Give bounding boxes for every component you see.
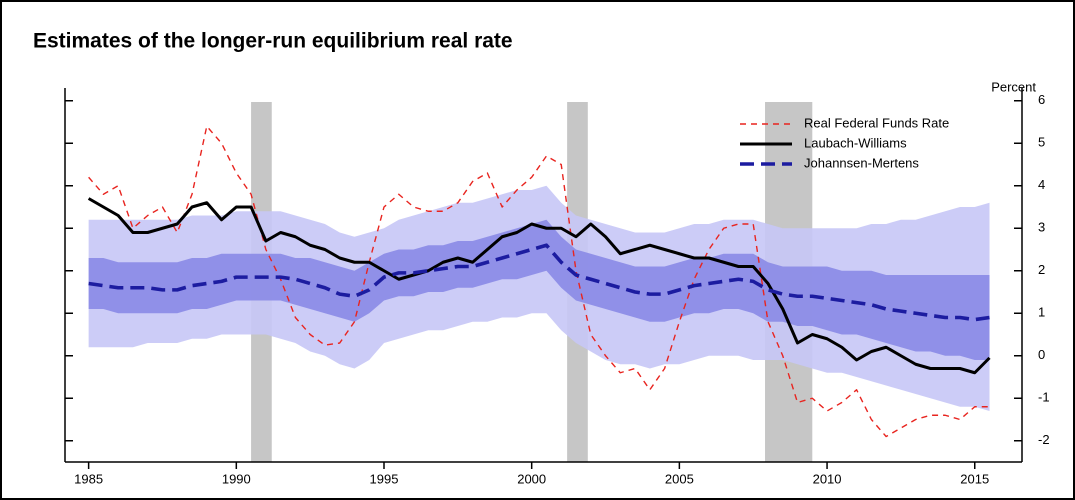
y-tick-label: 2 — [1038, 262, 1045, 277]
y-tick-label: -2 — [1038, 432, 1050, 447]
uncertainty-band — [88, 185, 990, 411]
x-tick-label: 1995 — [370, 471, 399, 486]
y-axis-label: Percent — [991, 79, 1036, 94]
legend-label: Real Federal Funds Rate — [804, 115, 949, 130]
chart-title: Estimates of the longer-run equilibrium … — [33, 30, 513, 53]
x-tick-label: 1990 — [222, 471, 251, 486]
x-tick-label: 1985 — [74, 471, 103, 486]
y-tick-label: 3 — [1038, 220, 1045, 235]
y-tick-label: 6 — [1038, 92, 1045, 107]
series-line — [88, 125, 990, 438]
y-tick-label: -1 — [1038, 390, 1050, 405]
series-line — [88, 243, 990, 322]
x-tick-label: 2005 — [665, 471, 694, 486]
y-tick-label: 0 — [1038, 347, 1045, 362]
x-tick-label: 2015 — [960, 471, 989, 486]
legend-label: Johannsen-Mertens — [804, 155, 919, 170]
series-line — [87, 197, 991, 375]
y-tick-label: 1 — [1038, 305, 1045, 320]
x-tick-label: 2010 — [813, 471, 842, 486]
x-tick-label: 2000 — [517, 471, 546, 486]
y-tick-label: 5 — [1038, 135, 1045, 150]
y-tick-label: 4 — [1038, 177, 1045, 192]
legend-label: Laubach-Williams — [804, 135, 907, 150]
